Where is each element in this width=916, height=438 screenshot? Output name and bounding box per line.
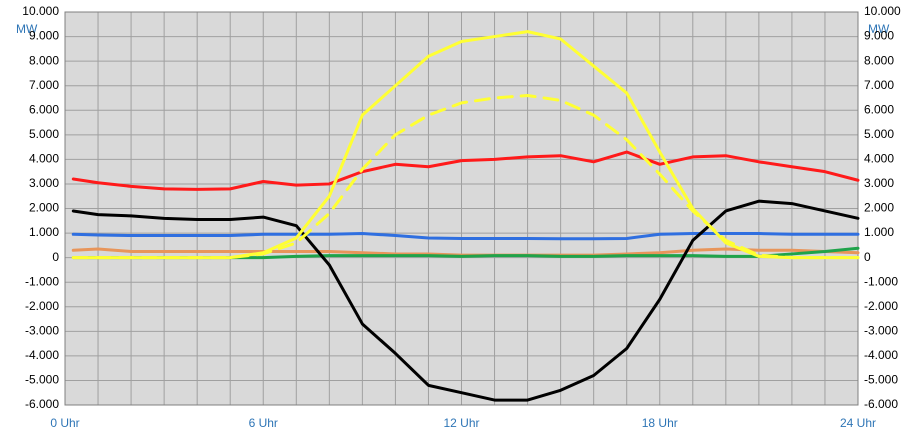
y2-tick-label: 6.000 — [864, 102, 894, 116]
y2-tick-label: -1.000 — [864, 274, 898, 288]
y2-tick-label: 8.000 — [864, 53, 894, 67]
y2-tick-label: -4.000 — [864, 348, 898, 362]
y2-axis-label: MW — [868, 22, 890, 36]
y-tick-label: -6.000 — [25, 397, 59, 411]
y2-tick-label: 9.000 — [864, 29, 894, 43]
y2-tick-label: 7.000 — [864, 78, 894, 92]
y-tick-label: 2.000 — [29, 201, 59, 215]
series-line — [71, 30, 860, 260]
y2-tick-label: 0 — [864, 250, 871, 264]
y-tick-label: -1.000 — [25, 274, 59, 288]
x-tick-label: 6 Uhr — [249, 416, 278, 430]
series-line — [71, 150, 860, 191]
y2-tick-label: -6.000 — [864, 397, 898, 411]
y2-tick-label: 1.000 — [864, 225, 894, 239]
x-tick-label: 0 Uhr — [50, 416, 79, 430]
y2-tick-label: 3.000 — [864, 176, 894, 190]
y-tick-label: 10.000 — [22, 4, 59, 18]
y-tick-label: 4.000 — [29, 152, 59, 166]
y-tick-label: -3.000 — [25, 323, 59, 337]
y2-tick-label: -5.000 — [864, 373, 898, 387]
y-tick-label: 9.000 — [29, 29, 59, 43]
plot-border — [64, 11, 859, 406]
y2-tick-label: 4.000 — [864, 152, 894, 166]
y-tick-label: 1.000 — [29, 225, 59, 239]
y2-tick-label: 10.000 — [864, 4, 901, 18]
y-tick-label: 8.000 — [29, 53, 59, 67]
y-axis-label: MW — [16, 22, 38, 36]
x-tick-label: 18 Uhr — [642, 416, 678, 430]
y-tick-label: 6.000 — [29, 102, 59, 116]
y2-tick-label: 5.000 — [864, 127, 894, 141]
y-tick-label: -2.000 — [25, 299, 59, 313]
series-line — [71, 232, 860, 241]
y2-tick-label: -3.000 — [864, 323, 898, 337]
y2-tick-label: 2.000 — [864, 201, 894, 215]
x-tick-label: 12 Uhr — [443, 416, 479, 430]
y-tick-label: -4.000 — [25, 348, 59, 362]
series-line — [71, 199, 860, 402]
y-tick-label: 5.000 — [29, 127, 59, 141]
x-tick-label: 24 Uhr — [840, 416, 876, 430]
y-tick-label: 0 — [52, 250, 59, 264]
y-tick-label: -5.000 — [25, 373, 59, 387]
y-tick-label: 7.000 — [29, 78, 59, 92]
y-tick-label: 3.000 — [29, 176, 59, 190]
y2-tick-label: -2.000 — [864, 299, 898, 313]
